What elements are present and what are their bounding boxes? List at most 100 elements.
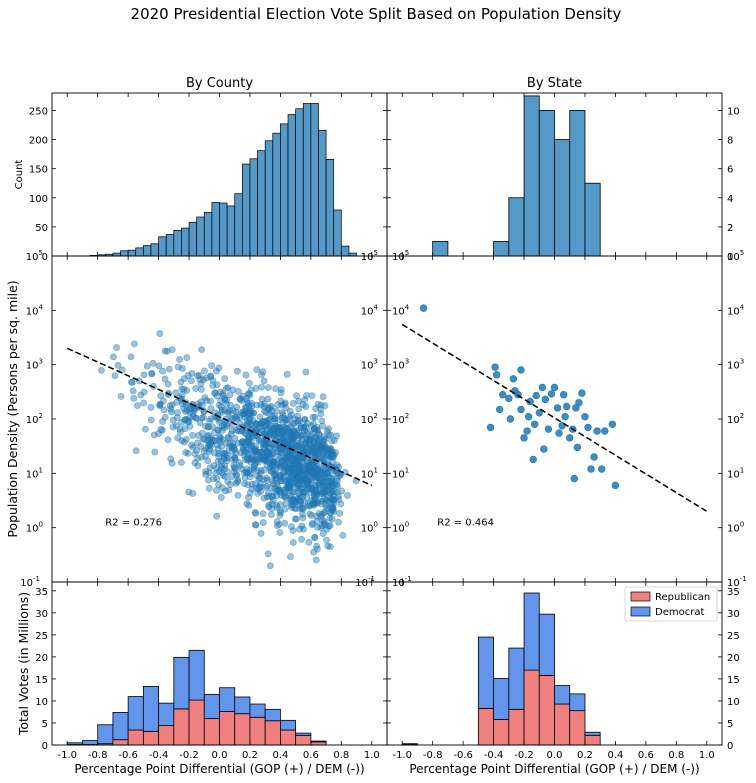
scatter-point <box>244 456 252 464</box>
scatter-point <box>344 492 351 499</box>
scatter-point <box>282 499 290 507</box>
scatter-point <box>320 436 328 444</box>
scatter-point <box>157 392 165 400</box>
y-tick-label-base: 10 <box>355 578 368 589</box>
scatter-point <box>265 384 272 392</box>
scatter-point <box>535 409 543 417</box>
x-tick-label: -0.8 <box>423 750 443 761</box>
x-tick-label: 0.4 <box>607 750 623 761</box>
y-tick-label-exponent: 3 <box>405 358 409 366</box>
scatter-point <box>282 404 290 412</box>
scatter-point <box>198 398 205 406</box>
scatter-point <box>299 510 306 518</box>
scatter-point <box>277 389 285 397</box>
scatter-point <box>309 485 316 492</box>
y-tick-label-exponent: 5 <box>405 249 409 257</box>
scatter-point <box>215 481 222 488</box>
y-tick-label-exponent: 3 <box>39 358 43 366</box>
scatter-point <box>228 473 236 480</box>
y-tick-label-base: 10 <box>392 361 405 372</box>
scatter-point <box>269 426 277 434</box>
scatter-point <box>524 413 533 421</box>
histogram-bar <box>302 103 312 257</box>
scatter-point <box>206 464 214 472</box>
scatter-point <box>566 434 574 442</box>
democrat-bar <box>401 743 418 745</box>
y-tick-label-exponent: 5 <box>740 249 744 257</box>
scatter-point <box>333 461 341 469</box>
scatter-point <box>261 440 269 448</box>
scatter-point <box>213 381 221 389</box>
republican-bar <box>158 725 175 746</box>
scatter-point <box>311 414 319 421</box>
scatter-point <box>314 446 322 454</box>
histogram-bar <box>249 158 258 257</box>
x-tick-label: -0.2 <box>514 750 534 761</box>
scatter-point <box>601 427 609 435</box>
scatter-point <box>216 419 223 426</box>
scatter-point <box>189 432 196 439</box>
y-tick-label-base: 10 <box>20 578 33 589</box>
scatter-point <box>280 427 288 435</box>
scatter-point <box>285 480 293 488</box>
scatter-point <box>288 523 295 530</box>
scatter-point <box>197 380 205 388</box>
scatter-point <box>297 424 305 432</box>
scatter-point <box>286 432 294 440</box>
y-tick-label-exponent: 3 <box>740 358 744 366</box>
scatter-point <box>132 447 140 455</box>
scatter-point <box>288 496 296 504</box>
scatter-point <box>291 515 299 523</box>
scatter-point <box>117 392 125 400</box>
x-tick-label: 0.6 <box>638 750 654 761</box>
scatter-point <box>179 365 186 372</box>
scatter-point <box>289 527 297 534</box>
scatter-point <box>113 344 120 352</box>
scatter-point <box>288 411 295 419</box>
scatter-point <box>255 485 262 493</box>
y-tick-label: 104 <box>361 303 379 317</box>
scatter-point <box>325 497 333 505</box>
y-tick-label-base: 10 <box>26 306 39 317</box>
scatter-point <box>312 487 320 495</box>
scatter-point <box>273 482 281 490</box>
scatter-point <box>517 405 525 414</box>
histogram-bar <box>340 245 350 257</box>
y-tick-label-base: 10 <box>26 524 39 535</box>
scatter-point <box>172 389 180 397</box>
scatter-point <box>209 423 216 431</box>
y-tick-label-base: 10 <box>727 361 740 372</box>
y-tick-label: 104 <box>392 303 410 317</box>
scatter-point <box>259 510 267 518</box>
scatter-point <box>532 391 540 400</box>
scatter-point <box>245 455 253 463</box>
histogram-bar <box>569 110 586 257</box>
scatter-point <box>221 406 229 414</box>
scatter-point <box>155 430 163 438</box>
scatter-point <box>269 492 277 500</box>
republican-bar <box>538 674 555 746</box>
scatter-point <box>221 375 229 383</box>
scatter-point <box>273 518 281 525</box>
scatter-point <box>575 398 583 407</box>
scatter-point <box>222 487 229 495</box>
scatter-point <box>281 400 288 408</box>
scatter-point <box>168 459 176 467</box>
scatter-point <box>299 435 306 443</box>
x-tick-label: 0.8 <box>333 750 349 761</box>
x-tick-label: 0.2 <box>577 750 593 761</box>
scatter-point <box>220 424 228 432</box>
histogram-bar <box>523 95 540 257</box>
republican-bar <box>219 711 236 746</box>
scatter-point <box>295 397 303 405</box>
scatter-point <box>255 436 263 444</box>
county-scatter-points <box>98 330 360 570</box>
scatter-point <box>553 404 562 412</box>
scatter-point <box>192 414 200 422</box>
scatter-point <box>584 423 592 432</box>
scatter-point <box>298 485 306 493</box>
scatter-point <box>174 363 182 371</box>
scatter-point <box>192 385 200 392</box>
scatter-point <box>236 395 244 402</box>
